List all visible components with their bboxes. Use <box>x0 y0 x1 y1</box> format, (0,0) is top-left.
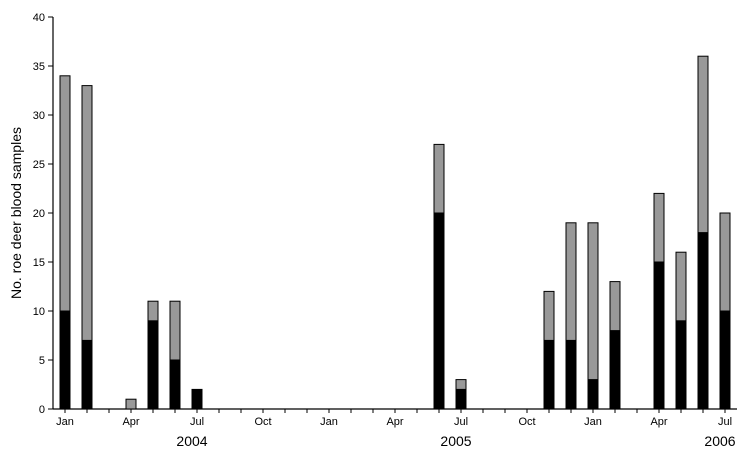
bar-segment-lower <box>697 232 709 410</box>
x-tick-label: Jan <box>320 416 338 428</box>
y-tick-label: 20 <box>33 208 45 220</box>
bar-segment-upper <box>169 300 181 361</box>
x-axis: Jan Apr Jul Oct Jan Apr Jul Oct Jan Apr Jul 2004 200… <box>53 408 737 449</box>
bar-segment-upper <box>609 281 621 332</box>
bar-segment-upper <box>697 55 709 234</box>
y-tick-label: 10 <box>33 306 45 318</box>
bar-segment-lower <box>675 320 687 410</box>
x-tick-label: Jan <box>56 416 74 428</box>
x-tick-label: Oct <box>254 416 271 428</box>
year-label: 2005 <box>440 433 471 449</box>
bar-segment-upper <box>433 143 445 214</box>
bar-segment-lower <box>433 212 445 410</box>
bar-segment-lower <box>59 310 71 410</box>
x-tick-label: Apr <box>386 416 403 428</box>
bar-segment-lower <box>191 388 203 410</box>
y-axis: 0 5 10 15 20 25 30 35 40 <box>33 12 54 416</box>
x-tick-label: Oct <box>518 416 535 428</box>
x-tick-label: Jul <box>718 416 732 428</box>
y-tick-label: 30 <box>33 110 45 122</box>
bar-segment-upper <box>147 300 159 322</box>
bar-segment-lower <box>653 261 665 410</box>
y-tick-label: 15 <box>33 257 45 269</box>
bar-segment-upper <box>719 212 731 312</box>
bar-series <box>59 55 731 410</box>
year-label: 2004 <box>176 433 207 449</box>
bar-segment-upper <box>59 75 71 312</box>
bar-segment-upper <box>455 379 467 390</box>
bar-segment-upper <box>81 85 93 341</box>
bar-segment-lower <box>719 310 731 410</box>
bar-segment-upper <box>587 222 599 381</box>
x-tick-label: Apr <box>122 416 139 428</box>
x-tick-label: Apr <box>650 416 667 428</box>
x-tick-label: Jul <box>190 416 204 428</box>
y-axis-title: No. roe deer blood samples <box>8 127 24 299</box>
bar-segment-lower <box>609 330 621 410</box>
bar-segment-lower <box>565 339 577 410</box>
bar-segment-upper <box>565 222 577 341</box>
y-tick-label: 40 <box>33 12 45 24</box>
bar-segment-lower <box>169 359 181 410</box>
bar-segment-upper <box>653 192 665 263</box>
bar-segment-upper <box>543 290 555 341</box>
y-tick-label: 5 <box>39 355 45 367</box>
bar-segment-lower <box>81 339 93 410</box>
x-tick-label: Jul <box>454 416 468 428</box>
bar-segment-lower <box>543 339 555 410</box>
y-tick-label: 25 <box>33 159 45 171</box>
bar-segment-upper <box>125 398 137 410</box>
year-label: 2006 <box>704 433 735 449</box>
bar-segment-lower <box>147 320 159 410</box>
bar-segment-lower <box>455 388 467 410</box>
x-tick-label: Jan <box>584 416 602 428</box>
y-tick-label: 0 <box>39 404 45 416</box>
bar-segment-upper <box>675 251 687 322</box>
y-tick-label: 35 <box>33 61 45 73</box>
bar-segment-lower <box>587 379 599 410</box>
